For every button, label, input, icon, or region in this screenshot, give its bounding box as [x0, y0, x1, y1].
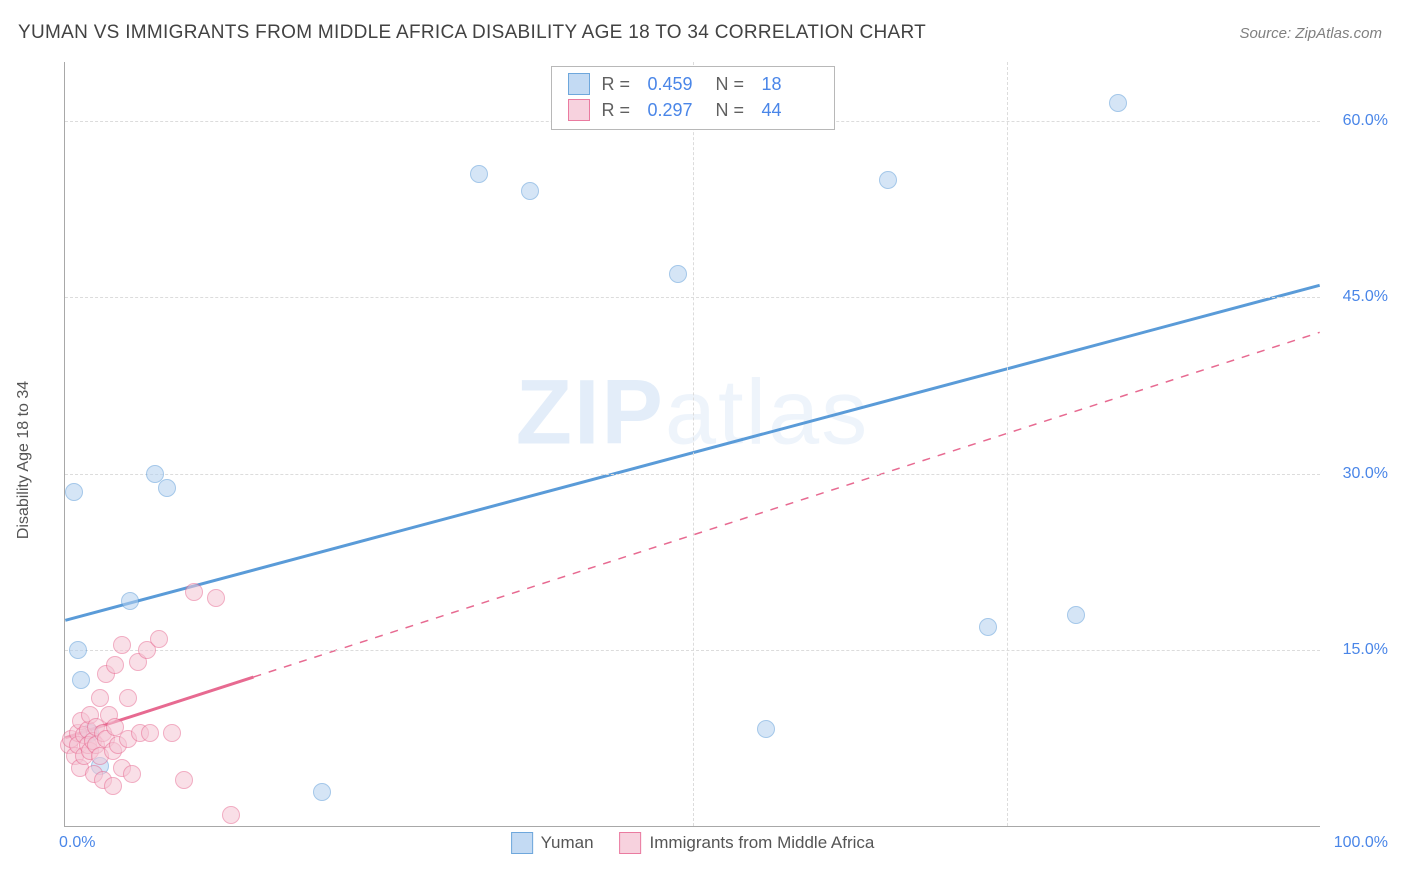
legend-stats: R = 0.459 N = 18 R = 0.297 N = 44	[551, 66, 835, 130]
y-tick-label: 45.0%	[1328, 288, 1388, 306]
x-tick-label: 100.0%	[1334, 834, 1388, 852]
n-value-immigrants: 44	[762, 100, 818, 121]
scatter-point	[113, 636, 131, 654]
scatter-point	[879, 171, 897, 189]
legend-label-immigrants: Immigrants from Middle Africa	[650, 833, 875, 853]
scatter-point	[163, 724, 181, 742]
scatter-point	[104, 777, 122, 795]
y-tick-label: 60.0%	[1328, 112, 1388, 130]
scatter-point	[65, 483, 83, 501]
n-value-yuman: 18	[762, 74, 818, 95]
watermark-thin: atlas	[665, 362, 869, 464]
legend-series: Yuman Immigrants from Middle Africa	[511, 832, 875, 854]
gridline-v	[693, 62, 694, 826]
scatter-point	[757, 720, 775, 738]
swatch-immigrants-icon	[568, 99, 590, 121]
scatter-point	[1067, 606, 1085, 624]
plot-area: ZIPatlas R = 0.459 N = 18 R = 0.297 N = …	[64, 62, 1320, 827]
legend-label-yuman: Yuman	[541, 833, 594, 853]
r-value-immigrants: 0.297	[648, 100, 704, 121]
legend-item-immigrants: Immigrants from Middle Africa	[620, 832, 875, 854]
scatter-point	[72, 671, 90, 689]
legend-item-yuman: Yuman	[511, 832, 594, 854]
scatter-point	[222, 806, 240, 824]
scatter-point	[669, 265, 687, 283]
r-label: R =	[602, 74, 636, 95]
scatter-point	[123, 765, 141, 783]
swatch-yuman-icon	[568, 73, 590, 95]
n-label: N =	[716, 100, 750, 121]
scatter-point	[150, 630, 168, 648]
r-value-yuman: 0.459	[648, 74, 704, 95]
scatter-point	[1109, 94, 1127, 112]
scatter-point	[313, 783, 331, 801]
y-tick-label: 30.0%	[1328, 465, 1388, 483]
y-axis-label: Disability Age 18 to 34	[15, 380, 33, 538]
chart-container: Disability Age 18 to 34 ZIPatlas R = 0.4…	[50, 62, 1390, 857]
scatter-point	[207, 589, 225, 607]
legend-row-immigrants: R = 0.297 N = 44	[568, 97, 818, 123]
scatter-point	[185, 583, 203, 601]
scatter-point	[175, 771, 193, 789]
scatter-point	[121, 592, 139, 610]
swatch-yuman-icon	[511, 832, 533, 854]
legend-row-yuman: R = 0.459 N = 18	[568, 71, 818, 97]
x-tick-label: 0.0%	[59, 834, 95, 852]
swatch-immigrants-icon	[620, 832, 642, 854]
scatter-point	[69, 641, 87, 659]
r-label: R =	[602, 100, 636, 121]
y-tick-label: 15.0%	[1328, 641, 1388, 659]
scatter-point	[470, 165, 488, 183]
source-attribution: Source: ZipAtlas.com	[1239, 25, 1382, 42]
scatter-point	[106, 656, 124, 674]
watermark-bold: ZIP	[516, 362, 665, 464]
chart-title: YUMAN VS IMMIGRANTS FROM MIDDLE AFRICA D…	[18, 22, 926, 44]
scatter-point	[119, 689, 137, 707]
scatter-point	[158, 479, 176, 497]
scatter-point	[521, 182, 539, 200]
chart-header: YUMAN VS IMMIGRANTS FROM MIDDLE AFRICA D…	[0, 0, 1406, 54]
scatter-point	[91, 689, 109, 707]
scatter-point	[979, 618, 997, 636]
n-label: N =	[716, 74, 750, 95]
scatter-point	[141, 724, 159, 742]
gridline-v	[1007, 62, 1008, 826]
